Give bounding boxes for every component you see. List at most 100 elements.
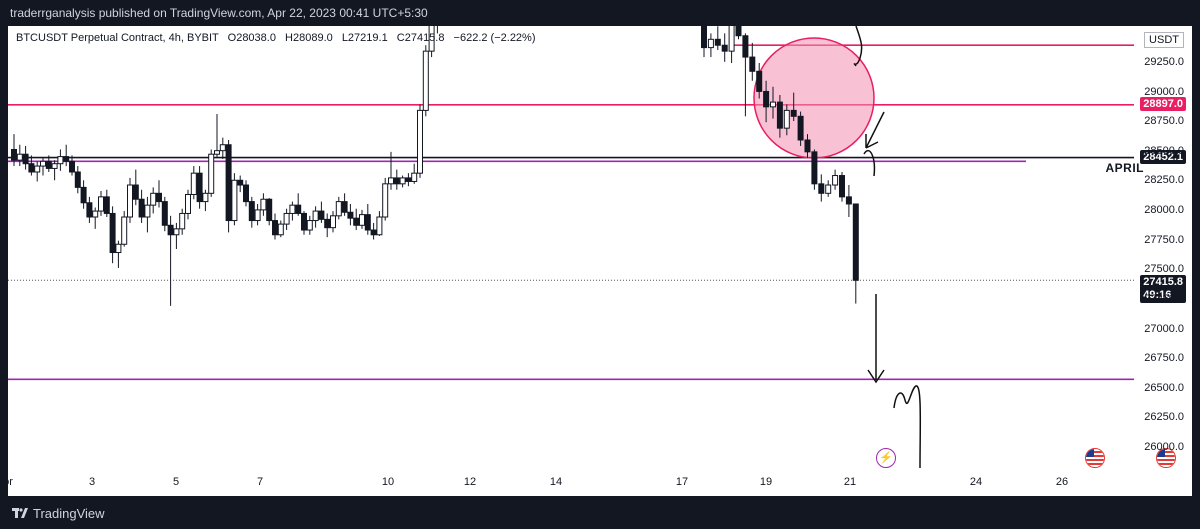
candle-body [69,160,75,173]
candle-body [127,184,133,218]
candle-body [63,156,70,162]
candle-body [219,144,226,152]
time-axis-tick: 24 [969,476,983,488]
candle-body [347,211,354,219]
price-axis-tick: 27000.0 [1144,322,1184,335]
candle-body [196,172,203,203]
candle-body [825,184,832,194]
candle-body [254,209,261,222]
price-axis-tick: 26500.0 [1144,381,1184,394]
candle-body [756,70,763,92]
legend-change: −622.2 (−2.22%) [453,32,536,44]
candle-body [770,101,776,108]
candle-body [57,156,64,165]
time-axis-tick: 12 [463,476,477,488]
chart-area[interactable]: BTCUSDT Perpetual Contract, 4h, BYBIT O2… [8,26,1192,496]
candle-body [80,186,87,204]
legend-symbol: BTCUSDT Perpetual Contract, 4h, BYBIT [16,32,219,44]
time-axis-tick: or [8,476,13,488]
candle-body [11,148,17,161]
handdrawn-arrow-down-left [865,111,885,149]
candle-body [728,26,735,52]
candle-body [353,217,360,226]
candle-body [231,179,238,222]
price-axis-tick: 26000.0 [1144,441,1184,453]
handdrawn-curve-top [853,26,863,67]
candle-body [324,218,331,229]
candle-body [289,204,296,214]
candle-body [749,56,756,72]
time-axis-tick: 5 [172,476,180,488]
april-price-tag: 28452.1 [1140,150,1186,164]
time-axis-tick: 7 [256,476,264,488]
time-axis-tick: 3 [88,476,96,488]
candle-body [16,153,23,161]
currency-selector[interactable]: USDT [1144,32,1184,48]
candle-body [399,177,406,185]
candle-body [422,50,429,111]
price-axis-tick: 29250.0 [1144,56,1184,68]
current-price-tag: 27415.8 49:16 [1140,275,1186,303]
lightning-event-icon[interactable]: ⚡ [876,448,896,468]
candle-body [109,212,116,254]
candle-body [260,198,267,211]
candle-body [428,26,435,52]
candle-body [707,38,714,49]
price-axis-tick: 28250.0 [1144,174,1184,187]
candle-body [295,204,302,214]
candle-body [790,109,797,117]
candle-body [161,201,168,226]
candle-body [776,101,783,129]
highlight-circle [753,37,875,159]
candle-body [121,216,128,245]
candle-body [721,44,728,52]
candle-body [364,214,371,231]
candle-body [714,38,721,46]
price-axis-tick: 26750.0 [1144,352,1184,365]
us-flag-event-icon[interactable] [1156,448,1176,468]
candle-body [74,171,81,188]
price-axis-tick: 29000.0 [1144,85,1184,98]
chart-legend: BTCUSDT Perpetual Contract, 4h, BYBIT O2… [16,32,536,44]
candle-body [804,139,811,153]
candle-body [51,163,58,169]
candlestick-chart[interactable] [8,26,1192,496]
candle-body [132,184,139,200]
candle-body [144,204,151,218]
candle-body [341,201,348,213]
candle-body [98,196,104,212]
candle-body [86,202,93,218]
candle-body [179,212,186,230]
candle-body [167,224,174,236]
candle-body [301,212,307,231]
candle-body [405,177,412,182]
candle-body [318,210,325,220]
publish-header: traderrganalysis published on TradingVie… [0,0,1200,26]
candle-body [283,212,290,225]
april-level-label: APRIL [1105,161,1144,175]
candle-body [832,175,839,186]
candle-body [845,196,852,205]
candle-body [28,163,35,173]
candle-body [811,151,818,185]
us-flag-event-icon[interactable] [1085,448,1105,468]
handdrawn-projection-curve [893,385,922,469]
candle-body [701,26,707,49]
candle-body [839,175,845,198]
candle-body [818,183,825,194]
time-axis-tick: 17 [675,476,689,488]
candle-body [417,109,423,174]
price-axis-tick: 28000.0 [1144,204,1184,217]
candle-body [277,223,284,236]
candle-body [312,210,319,222]
candle-body [335,201,342,217]
candle-body [330,215,336,229]
price-axis-tick: 27500.0 [1144,263,1184,276]
candle-body [382,183,389,218]
candle-body [237,179,244,186]
candle-body [208,153,215,194]
tradingview-logo-icon [12,508,28,518]
candle-body [22,153,29,165]
candle-body [852,203,859,281]
current-price-value: 27415.8 [1143,276,1183,288]
